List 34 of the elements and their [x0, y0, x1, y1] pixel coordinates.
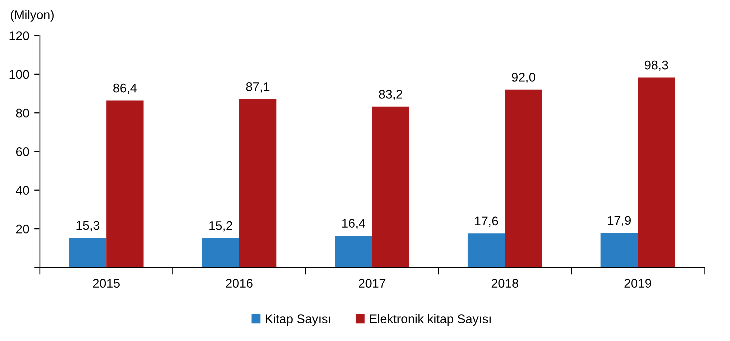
data-label: 17,9 — [608, 216, 631, 227]
x-tick-label: 2018 — [492, 279, 519, 288]
bar — [239, 99, 277, 268]
y-tick-label: 100 — [10, 70, 30, 80]
bar — [600, 233, 638, 268]
data-label: 15,3 — [76, 221, 100, 232]
x-tick-label: 2015 — [93, 279, 120, 288]
data-label: 86,4 — [114, 84, 137, 94]
x-tick-label: 2017 — [359, 279, 386, 288]
y-tick-label: 120 — [10, 32, 30, 40]
y-tick-label: 60 — [16, 148, 30, 156]
bar — [505, 90, 542, 268]
bar — [335, 236, 372, 268]
bar — [468, 234, 506, 268]
legend-label: Elektronik kitap Sayısı — [370, 314, 491, 326]
bar — [202, 238, 240, 268]
data-label: 92,0 — [512, 73, 536, 84]
bar — [372, 106, 410, 268]
x-tick-label: 2019 — [624, 279, 652, 288]
y-tick-label: 40 — [16, 186, 30, 196]
legend-label: Kitap Sayısı — [266, 314, 330, 326]
y-tick-label: 20 — [16, 224, 30, 234]
x-tick-label: 2016 — [226, 279, 253, 288]
data-label: 15,2 — [210, 221, 232, 232]
bar — [69, 238, 107, 268]
data-label: 98,3 — [645, 60, 668, 72]
bar — [638, 78, 676, 268]
y-tick-label: 80 — [16, 108, 30, 118]
data-label: 87,1 — [246, 82, 270, 93]
data-label: 16,4 — [342, 219, 366, 230]
bar — [106, 100, 144, 268]
data-label: 83,2 — [379, 90, 402, 100]
y-axis-title: (Milyon) — [11, 10, 54, 22]
data-label: 17,6 — [475, 216, 498, 228]
